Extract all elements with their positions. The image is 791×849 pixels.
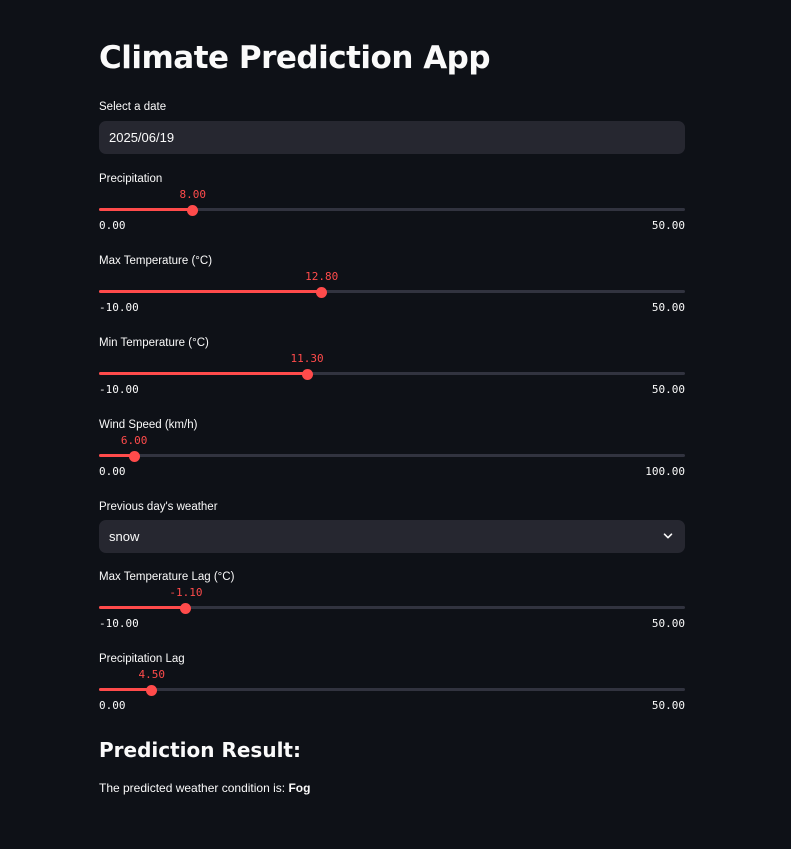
slider-track[interactable] [99,606,685,609]
slider-track[interactable] [99,454,685,457]
prediction-text: The predicted weather condition is: [99,781,289,795]
slider-fill [99,688,152,691]
slider-min-label: 0.00 [99,465,126,478]
slider-track[interactable] [99,688,685,691]
slider-max-label: 50.00 [651,383,685,396]
precipitation-slider-label: Precipitation [99,173,163,185]
precipitation-lag-slider[interactable]: 4.50 0.00 50.00 [99,664,685,714]
prediction-value: Fog [288,781,311,795]
slider-fill [99,290,322,293]
date-input-value: 2025/06/19 [109,130,175,145]
slider-track[interactable] [99,208,685,211]
max-temperature-slider-label: Max Temperature (°C) [99,255,213,267]
slider-min-label: -10.00 [99,617,139,630]
slider-max-label: 50.00 [651,219,685,232]
weather-select-label: Previous day's weather [99,501,218,513]
min-temperature-slider-label: Min Temperature (°C) [99,337,209,349]
weather-select[interactable]: snow [99,520,685,553]
min-temperature-slider[interactable]: 11.30 -10.00 50.00 [99,348,685,398]
slider-max-label: 100.00 [645,465,685,478]
max-temperature-lag-slider[interactable]: -1.10 -10.00 50.00 [99,582,685,632]
slider-fill [99,208,193,211]
chevron-down-icon[interactable] [663,531,673,541]
slider-thumb[interactable] [128,450,140,462]
slider-track[interactable] [99,290,685,293]
page-title: Climate Prediction App [99,40,491,76]
slider-fill [99,454,135,457]
weather-select-value: snow [109,529,140,544]
slider-fill [99,372,308,375]
date-input[interactable]: 2025/06/19 [99,121,685,154]
slider-min-label: 0.00 [99,699,126,712]
slider-track[interactable] [99,372,685,375]
slider-thumb[interactable] [187,204,199,216]
slider-min-label: -10.00 [99,301,139,314]
max-temperature-lag-slider-label: Max Temperature Lag (°C) [99,571,235,583]
date-input-label: Select a date [99,101,167,113]
slider-min-label: -10.00 [99,383,139,396]
slider-min-label: 0.00 [99,219,126,232]
slider-value: 6.00 [120,434,148,447]
slider-thumb[interactable] [146,684,158,696]
wind-speed-slider[interactable]: 6.00 0.00 100.00 [99,430,685,480]
slider-thumb[interactable] [301,368,313,380]
precipitation-slider[interactable]: 8.00 0.00 50.00 [99,184,685,234]
prediction-heading: Prediction Result: [99,738,301,762]
slider-value: 8.00 [179,188,207,201]
precipitation-lag-slider-label: Precipitation Lag [99,653,185,665]
slider-max-label: 50.00 [651,301,685,314]
wind-speed-slider-label: Wind Speed (km/h) [99,419,198,431]
slider-value: 11.30 [290,352,324,365]
slider-max-label: 50.00 [651,617,685,630]
slider-fill [99,606,186,609]
slider-max-label: 50.00 [651,699,685,712]
prediction-result: The predicted weather condition is: Fog [99,781,310,795]
slider-thumb[interactable] [180,602,192,614]
slider-value: -1.10 [169,586,203,599]
slider-thumb[interactable] [316,286,328,298]
max-temperature-slider[interactable]: 12.80 -10.00 50.00 [99,266,685,316]
slider-value: 4.50 [138,668,165,681]
slider-value: 12.80 [305,270,339,283]
